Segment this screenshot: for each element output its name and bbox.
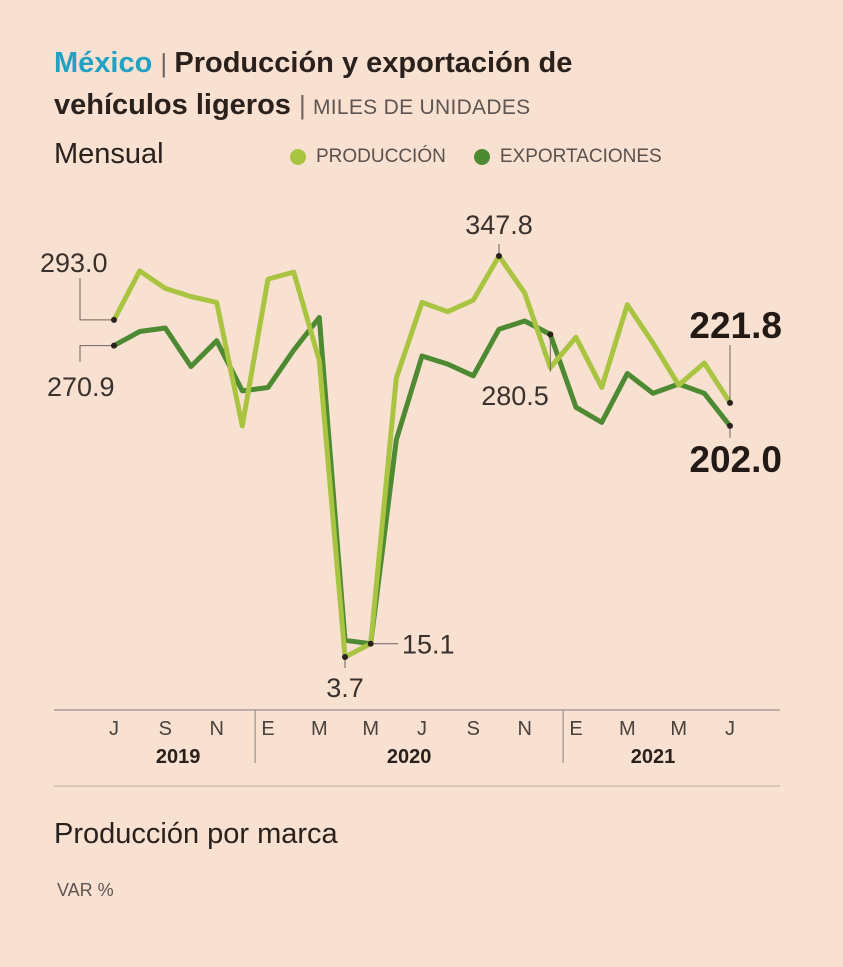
legend: PRODUCCIÓN EXPORTACIONES <box>290 146 690 168</box>
country-label: México <box>54 47 153 79</box>
marker-347 <box>496 253 502 259</box>
year-label-2019: 2019 <box>156 746 201 768</box>
produccion-dot-icon <box>290 149 306 165</box>
x-tick-label-4: M <box>311 718 328 740</box>
legend-label-exportaciones: EXPORTACIONES <box>499 146 662 167</box>
year-label-2021: 2021 <box>631 746 676 768</box>
legend-item-exportaciones: EXPORTACIONES <box>473 146 662 168</box>
leader-270 <box>79 345 114 362</box>
year-label-2020: 2020 <box>387 746 432 768</box>
marker-270 <box>111 342 117 349</box>
series-line-produccion <box>111 253 733 660</box>
x-tick-label-3: E <box>261 718 274 740</box>
data-label-293: 293.0 <box>40 248 108 278</box>
marker-221-8 <box>727 399 733 406</box>
data-label-15-1: 15.1 <box>402 630 455 660</box>
exportaciones-dot-icon <box>473 149 490 165</box>
section-subtitle: VAR % <box>57 880 114 900</box>
line-chart: J S N E M M J S N E M M J 2019 2020 2021 293.0 270.9 347.8… <box>40 210 782 787</box>
units-label: MILES DE UNIDADES <box>312 96 531 119</box>
section-title: Producción por marca <box>54 818 338 850</box>
x-tick-label-0: J <box>109 718 119 740</box>
frequency-label: Mensual <box>54 138 164 170</box>
title-part-2: vehículos ligeros <box>54 89 291 121</box>
x-tick-label-2: N <box>209 718 223 740</box>
marker-280-5 <box>547 331 554 338</box>
x-tick-label-8: N <box>517 718 531 740</box>
series-line-exportaciones <box>111 315 733 647</box>
marker-15-1 <box>367 640 374 647</box>
data-label-347: 347.8 <box>465 210 533 240</box>
title-part-1: Producción y exportación de <box>174 47 573 79</box>
x-tick-label-7: S <box>467 718 480 740</box>
x-tick-label-11: M <box>670 718 687 740</box>
legend-label-produccion: PRODUCCIÓN <box>316 146 446 167</box>
x-tick-label-6: J <box>417 718 427 740</box>
x-tick-label-1: S <box>159 718 172 740</box>
data-label-221-8: 221.8 <box>689 305 782 346</box>
x-tick-label-12: J <box>725 718 735 740</box>
x-tick-label-9: E <box>569 718 582 740</box>
title-separator: | <box>160 48 175 78</box>
data-label-202: 202.0 <box>689 439 782 480</box>
data-label-3-7: 3.7 <box>326 673 364 703</box>
marker-202 <box>727 422 733 429</box>
x-tick-label-5: M <box>362 718 379 740</box>
leader-293 <box>79 278 114 321</box>
marker-3-7 <box>342 654 348 660</box>
units-separator: | <box>298 90 313 120</box>
data-label-280-5: 280.5 <box>481 381 549 411</box>
legend-item-produccion: PRODUCCIÓN <box>290 146 446 168</box>
chart-title: México | Producción y exportación de veh… <box>54 42 814 129</box>
data-label-270: 270.9 <box>47 372 115 402</box>
marker-293 <box>111 316 117 323</box>
x-tick-label-10: M <box>619 718 636 740</box>
